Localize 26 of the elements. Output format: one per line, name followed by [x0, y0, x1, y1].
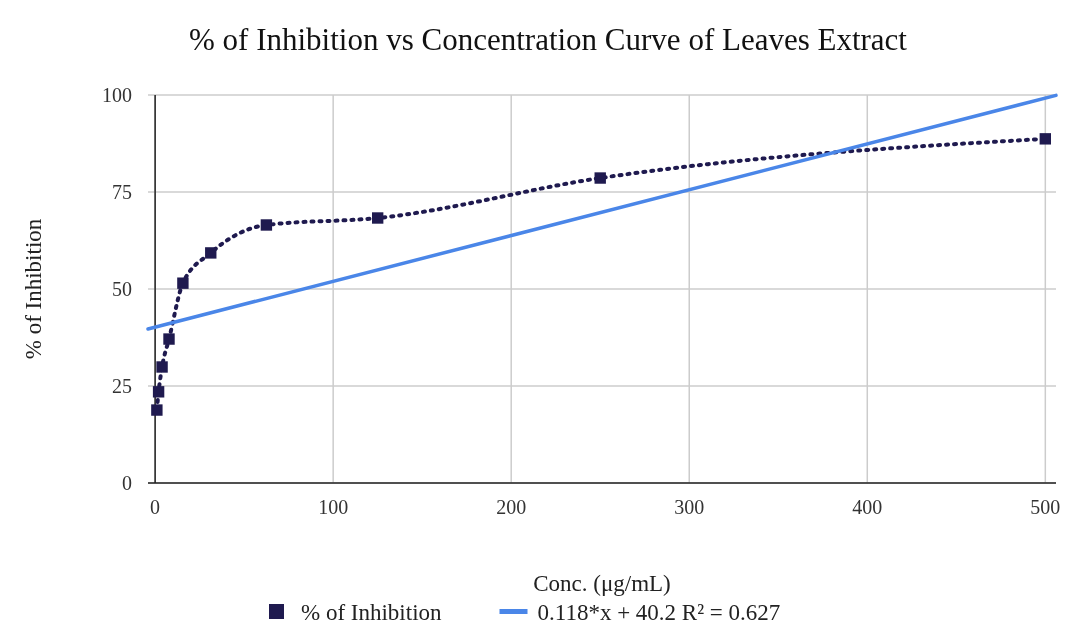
point [205, 247, 217, 259]
point [177, 277, 189, 289]
x-tick-label: 0 [150, 496, 161, 518]
x-tick-label: 400 [852, 496, 883, 518]
y-tick-label: 0 [122, 472, 132, 494]
point [156, 361, 168, 373]
x-tick-label: 300 [674, 496, 705, 518]
y-tick-label: 50 [112, 278, 132, 300]
legend-label: 0.118*x + 40.2 R² = 0.627 [537, 600, 781, 625]
y-axis-title: % of Inhibition [21, 218, 46, 360]
y-tick-label: 75 [112, 181, 132, 203]
point [594, 172, 606, 184]
point [1039, 133, 1052, 145]
point [163, 333, 175, 345]
x-tick-label: 500 [1030, 496, 1061, 518]
point [371, 212, 384, 224]
x-axis-title: Conc. (μg/mL) [533, 571, 671, 596]
y-tick-label: 25 [112, 375, 132, 397]
y-tick-label: 100 [102, 84, 132, 106]
x-tick-label: 200 [496, 496, 527, 518]
point [151, 404, 163, 416]
x-tick-label: 100 [318, 496, 349, 518]
chart-title: % of Inhibition vs Concentration Curve of Leaves Extract [189, 22, 908, 57]
point [152, 386, 165, 398]
point [260, 219, 273, 231]
legend-label: % of Inhibition [301, 600, 443, 625]
